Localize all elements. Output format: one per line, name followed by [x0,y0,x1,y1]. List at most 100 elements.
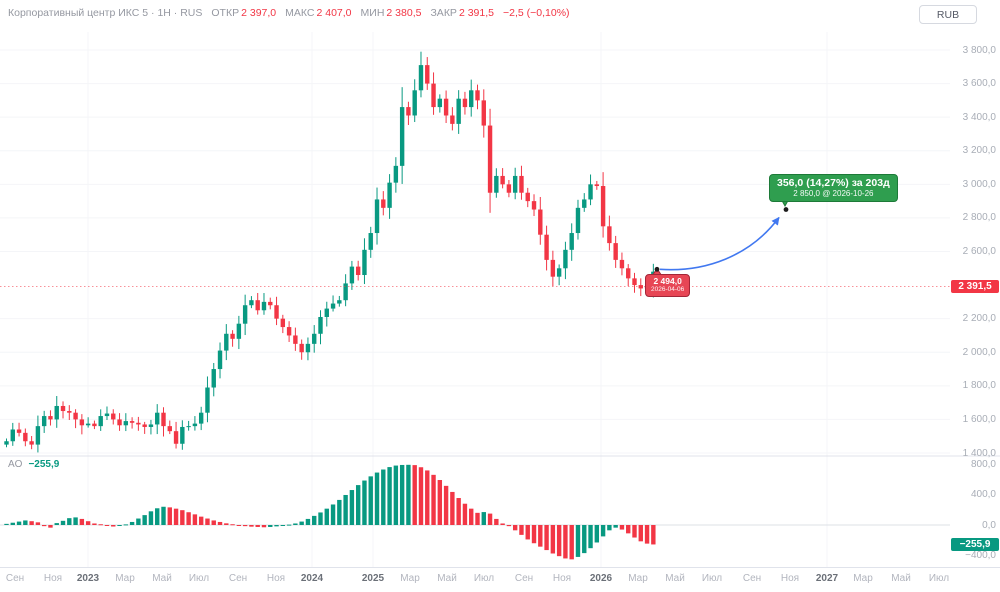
ao-axis[interactable]: 800,0 400,0 0,0 −400,0 [950,456,1000,568]
candles [4,51,656,453]
ao-bar [16,521,22,525]
forecast-arrow[interactable] [659,216,780,271]
ao-bar [600,525,606,537]
candle-body [387,182,392,208]
candle-body [425,65,430,84]
candle-body [406,107,411,116]
ao-bar [431,474,436,525]
ao-bar [619,525,625,530]
candle-body [563,249,568,269]
candle-body [67,411,72,413]
ao-bar [161,506,166,525]
ao-bar [305,518,311,525]
candle-body [607,226,612,244]
ao-bar [569,525,574,560]
candle-body [418,65,424,91]
candle-body [544,234,549,260]
ao-bar [217,521,223,525]
ao-bar [443,485,449,525]
forecast-target-callout[interactable]: 356,0 (14,27%) за 203д 2 850,0 @ 2026-10… [769,174,898,202]
ao-bar [236,525,242,526]
ao-bar [462,503,468,525]
ao-bar [531,525,537,544]
ao-bar [268,525,273,527]
ao-tick-label: 400,0 [970,489,996,501]
ao-bar [192,514,198,525]
ao-bar [23,520,28,525]
candle-body [205,387,210,413]
ao-bar [205,518,210,525]
forecast-start-date: 2026-04-06 [651,286,685,293]
candle-body [381,199,386,208]
candle-body [180,426,185,444]
time-tick-label: Ноя [43,573,63,584]
ao-bar [550,525,556,554]
candle-body [443,98,449,116]
ao-bar [312,515,317,525]
ao-bar [632,525,637,538]
forecast-start-callout[interactable]: 2 494,0 2026-04-06 [645,274,691,297]
ao-bar [318,512,323,525]
candle-body [550,259,556,277]
time-tick-label: 2025 [361,573,385,584]
ao-bar [481,512,486,525]
forecast-start-dot[interactable] [654,266,660,272]
price-tick-label: 2 000,0 [962,346,996,358]
price-axis[interactable]: 3 800,0 3 600,0 3 400,0 3 200,0 3 000,0 2 800… [950,0,1000,459]
candle-body [255,300,260,311]
close-label: ЗАКР [430,7,457,19]
ao-bar [362,480,367,525]
ao-bar [638,525,643,542]
ao-bar [393,465,399,525]
candle-body [92,423,97,427]
candle-body [60,405,66,412]
ao-bar [242,525,248,527]
candle-body [626,268,631,279]
candle-body [136,422,141,425]
price-tick-label: 1 400,0 [962,447,996,459]
ao-bar [54,523,59,525]
candle-body [4,441,9,445]
candle-body [531,201,537,210]
candle-body [519,175,524,193]
candle-body [16,429,22,433]
candle-body [582,199,587,208]
candle-body [393,165,399,183]
ao-bar [98,524,103,526]
ao-bar [111,525,116,527]
candle-body [487,125,493,193]
candle-body [506,184,512,193]
candle-body [318,316,323,334]
ao-bar [588,525,593,549]
high-value: 2 407,0 [316,7,352,19]
ao-bar [274,525,279,527]
time-axis[interactable]: Сен Ноя 2023 Мар Май Июл Сен Ноя 2024 2025 Мар Май И… [0,569,1000,592]
price-tick-label: 3 800,0 [962,44,996,56]
candle-body [280,318,286,328]
ao-bar [79,518,85,525]
ao-value-tag: −255,9 [951,537,999,551]
symbol-title[interactable]: Корпоративный центр ИКС 5 · 1H · RUS [8,7,203,19]
candle-body [230,333,235,339]
candle-body [123,421,129,426]
price-tick-label: 2 200,0 [962,313,996,325]
time-tick-label: Мар [400,573,420,584]
ao-bar [85,521,91,525]
candle-body [286,327,292,336]
ao-bar [211,520,216,525]
ao-bar [494,518,499,525]
candle-body [343,283,348,301]
candle-body [437,98,443,108]
forecast-start-price: 2 494,0 [653,276,682,286]
forecast-end-dot[interactable] [783,207,789,212]
price-tick-label: 3 200,0 [962,145,996,157]
ao-bar [129,521,135,525]
ao-bar [487,513,493,525]
candle-body [198,412,204,424]
last-price-tag: 2 391,5 [951,280,999,293]
ao-bar [582,525,587,554]
currency-button[interactable]: RUB [919,5,977,24]
ao-bar [406,464,411,525]
